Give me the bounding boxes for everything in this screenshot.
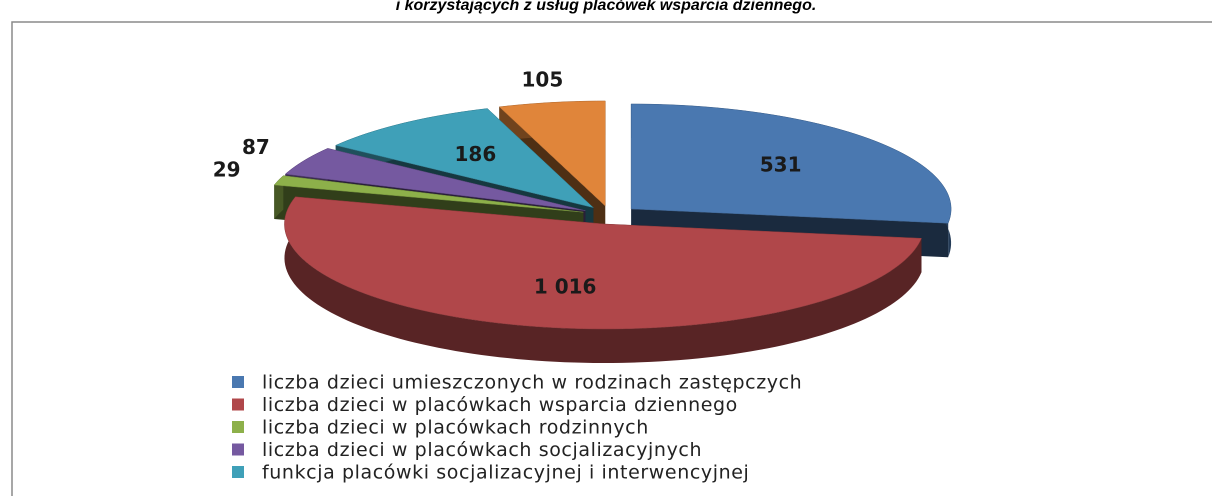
slice-side — [274, 175, 284, 220]
slice — [334, 108, 595, 209]
legend-swatch — [232, 398, 244, 411]
slice-side — [284, 196, 922, 364]
slice — [630, 103, 952, 224]
slice — [498, 100, 606, 207]
legend-label: liczba dzieci w placówkach wsparcia dzie… — [262, 394, 738, 416]
legend-swatch — [232, 421, 244, 433]
legend-label: funkcja placówki socjalizacyjnej i inter… — [262, 462, 749, 484]
legend: liczba dzieci umieszczonych w rodzinach … — [232, 372, 802, 484]
legend-swatch — [232, 443, 244, 456]
legend-swatch — [232, 466, 244, 478]
legend-label: liczba dzieci umieszczonych w rodzinach … — [262, 372, 802, 394]
legend-label: liczba dzieci w placówkach rodzinnych — [262, 417, 649, 439]
data-label: 531 — [760, 153, 802, 177]
slice — [284, 148, 586, 211]
slice — [284, 196, 922, 330]
data-label: 186 — [455, 142, 497, 166]
data-label: 87 — [242, 135, 270, 159]
data-label: 29 — [213, 157, 241, 181]
legend-label: liczba dzieci w placówkach socjalizacyjn… — [262, 439, 702, 461]
data-label: 1 016 — [534, 274, 597, 298]
slice — [273, 175, 584, 213]
legend-swatch — [232, 376, 244, 388]
data-label: 105 — [522, 67, 564, 91]
chart-title: i korzystających z usług placówek wsparc… — [396, 0, 817, 14]
